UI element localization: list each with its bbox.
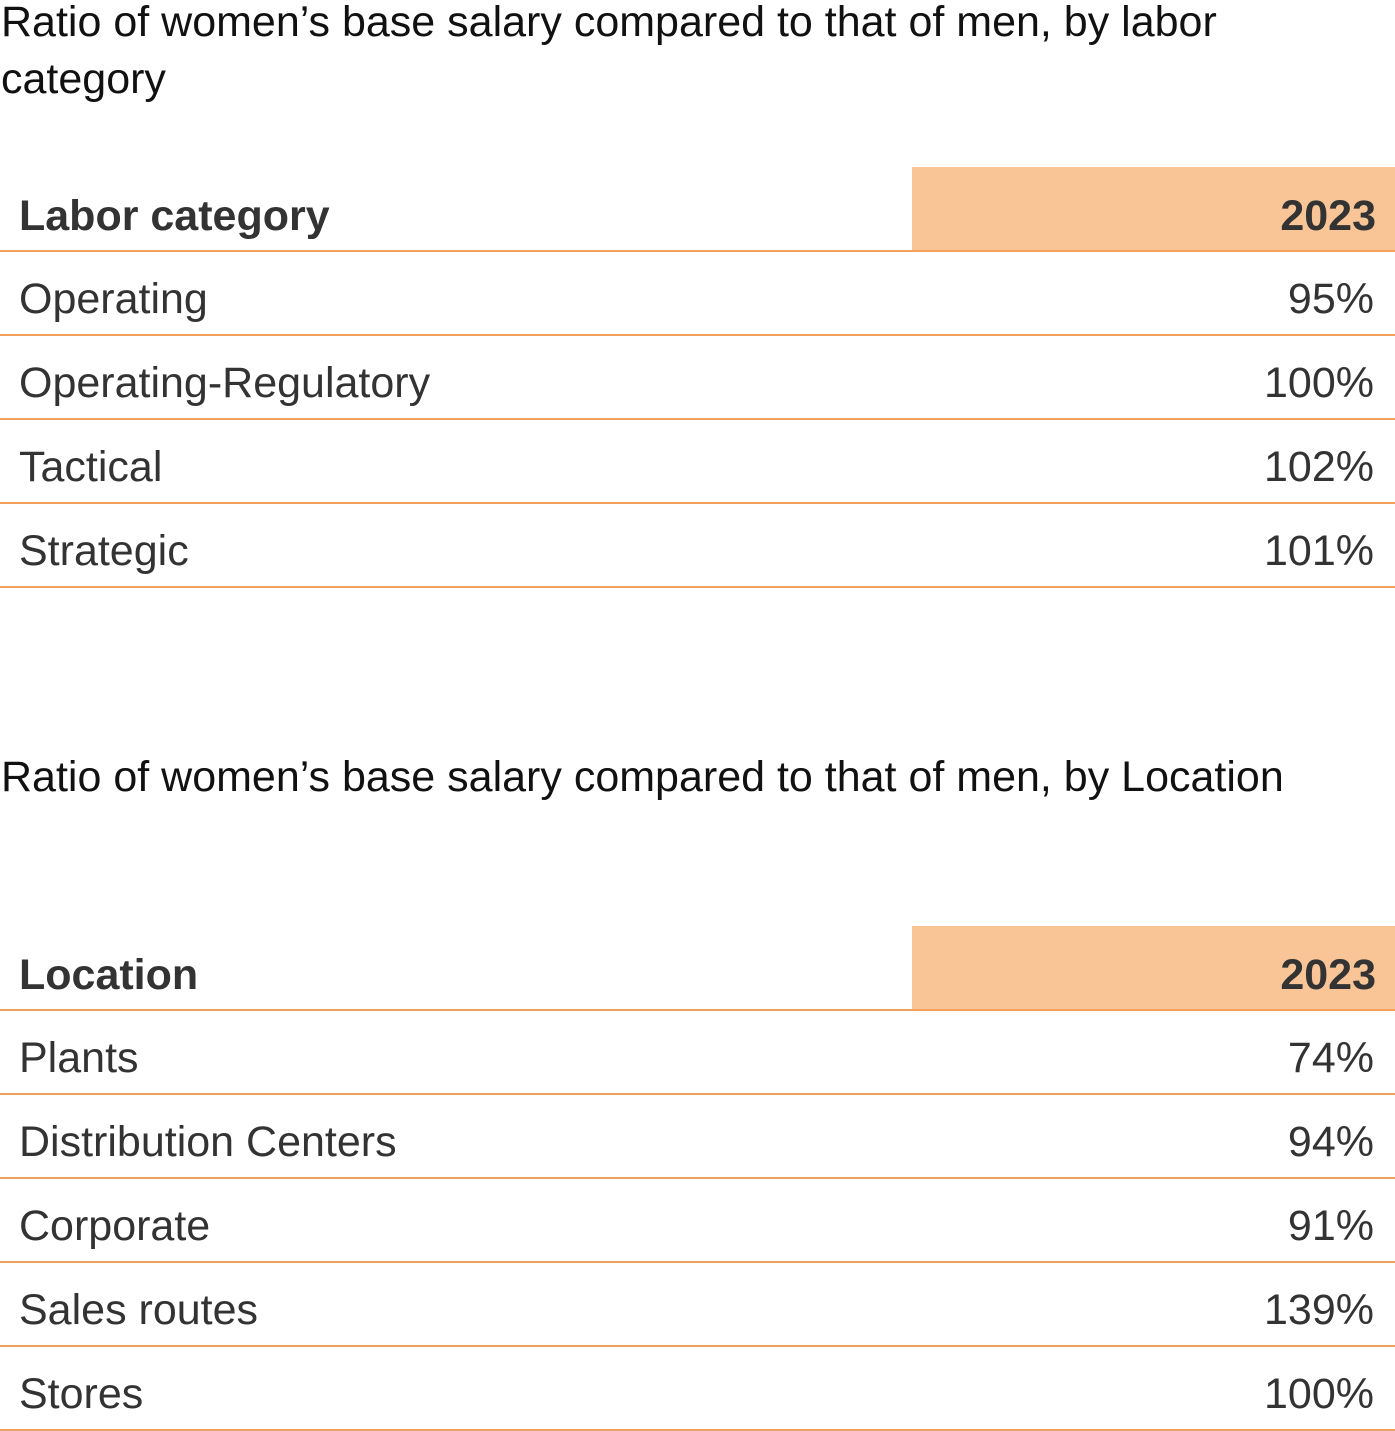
row-value: 95% bbox=[1287, 275, 1374, 323]
table-row: Strategic 101% bbox=[0, 504, 1395, 588]
table-row: Operating 95% bbox=[0, 252, 1395, 336]
labor-category-table: Labor category 2023 Operating 95% Operat… bbox=[0, 167, 1395, 588]
table-row: Distribution Centers 94% bbox=[0, 1095, 1395, 1179]
row-value: 74% bbox=[1287, 1034, 1374, 1082]
row-value: 101% bbox=[1264, 527, 1374, 575]
row-value: 102% bbox=[1264, 443, 1374, 491]
table-row: Stores 100% bbox=[0, 1347, 1395, 1431]
row-label: Operating-Regulatory bbox=[19, 359, 431, 407]
table-row: Tactical 102% bbox=[0, 420, 1395, 504]
table-row: Corporate 91% bbox=[0, 1179, 1395, 1263]
column-header-year: 2023 bbox=[1280, 192, 1376, 240]
table-row: Plants 74% bbox=[0, 1011, 1395, 1095]
row-value: 100% bbox=[1264, 1370, 1374, 1418]
row-label: Distribution Centers bbox=[19, 1118, 397, 1166]
row-value: 94% bbox=[1287, 1118, 1374, 1166]
row-value: 91% bbox=[1287, 1202, 1374, 1250]
column-header-labor-category: Labor category bbox=[19, 192, 330, 240]
row-value: 100% bbox=[1264, 359, 1374, 407]
location-table: Location 2023 Plants 74% Distribution Ce… bbox=[0, 926, 1395, 1431]
table-row: Sales routes 139% bbox=[0, 1263, 1395, 1347]
row-label: Strategic bbox=[19, 527, 189, 575]
row-value: 139% bbox=[1264, 1286, 1374, 1334]
year-column-highlight bbox=[912, 167, 1395, 250]
table-header-row: Location 2023 bbox=[0, 926, 1395, 1011]
row-label: Plants bbox=[19, 1034, 139, 1082]
column-header-year: 2023 bbox=[1280, 951, 1376, 999]
row-label: Corporate bbox=[19, 1202, 211, 1250]
row-label: Tactical bbox=[19, 443, 163, 491]
column-header-location: Location bbox=[19, 951, 199, 999]
row-label: Sales routes bbox=[19, 1286, 259, 1334]
year-column-highlight bbox=[912, 926, 1395, 1009]
row-label: Stores bbox=[19, 1370, 144, 1418]
labor-category-table-title: Ratio of women’s base salary compared to… bbox=[1, 0, 1217, 103]
table-header-row: Labor category 2023 bbox=[0, 167, 1395, 252]
table-row: Operating-Regulatory 100% bbox=[0, 336, 1395, 420]
location-table-title: Ratio of women’s base salary compared to… bbox=[1, 753, 1284, 801]
row-label: Operating bbox=[19, 275, 208, 323]
